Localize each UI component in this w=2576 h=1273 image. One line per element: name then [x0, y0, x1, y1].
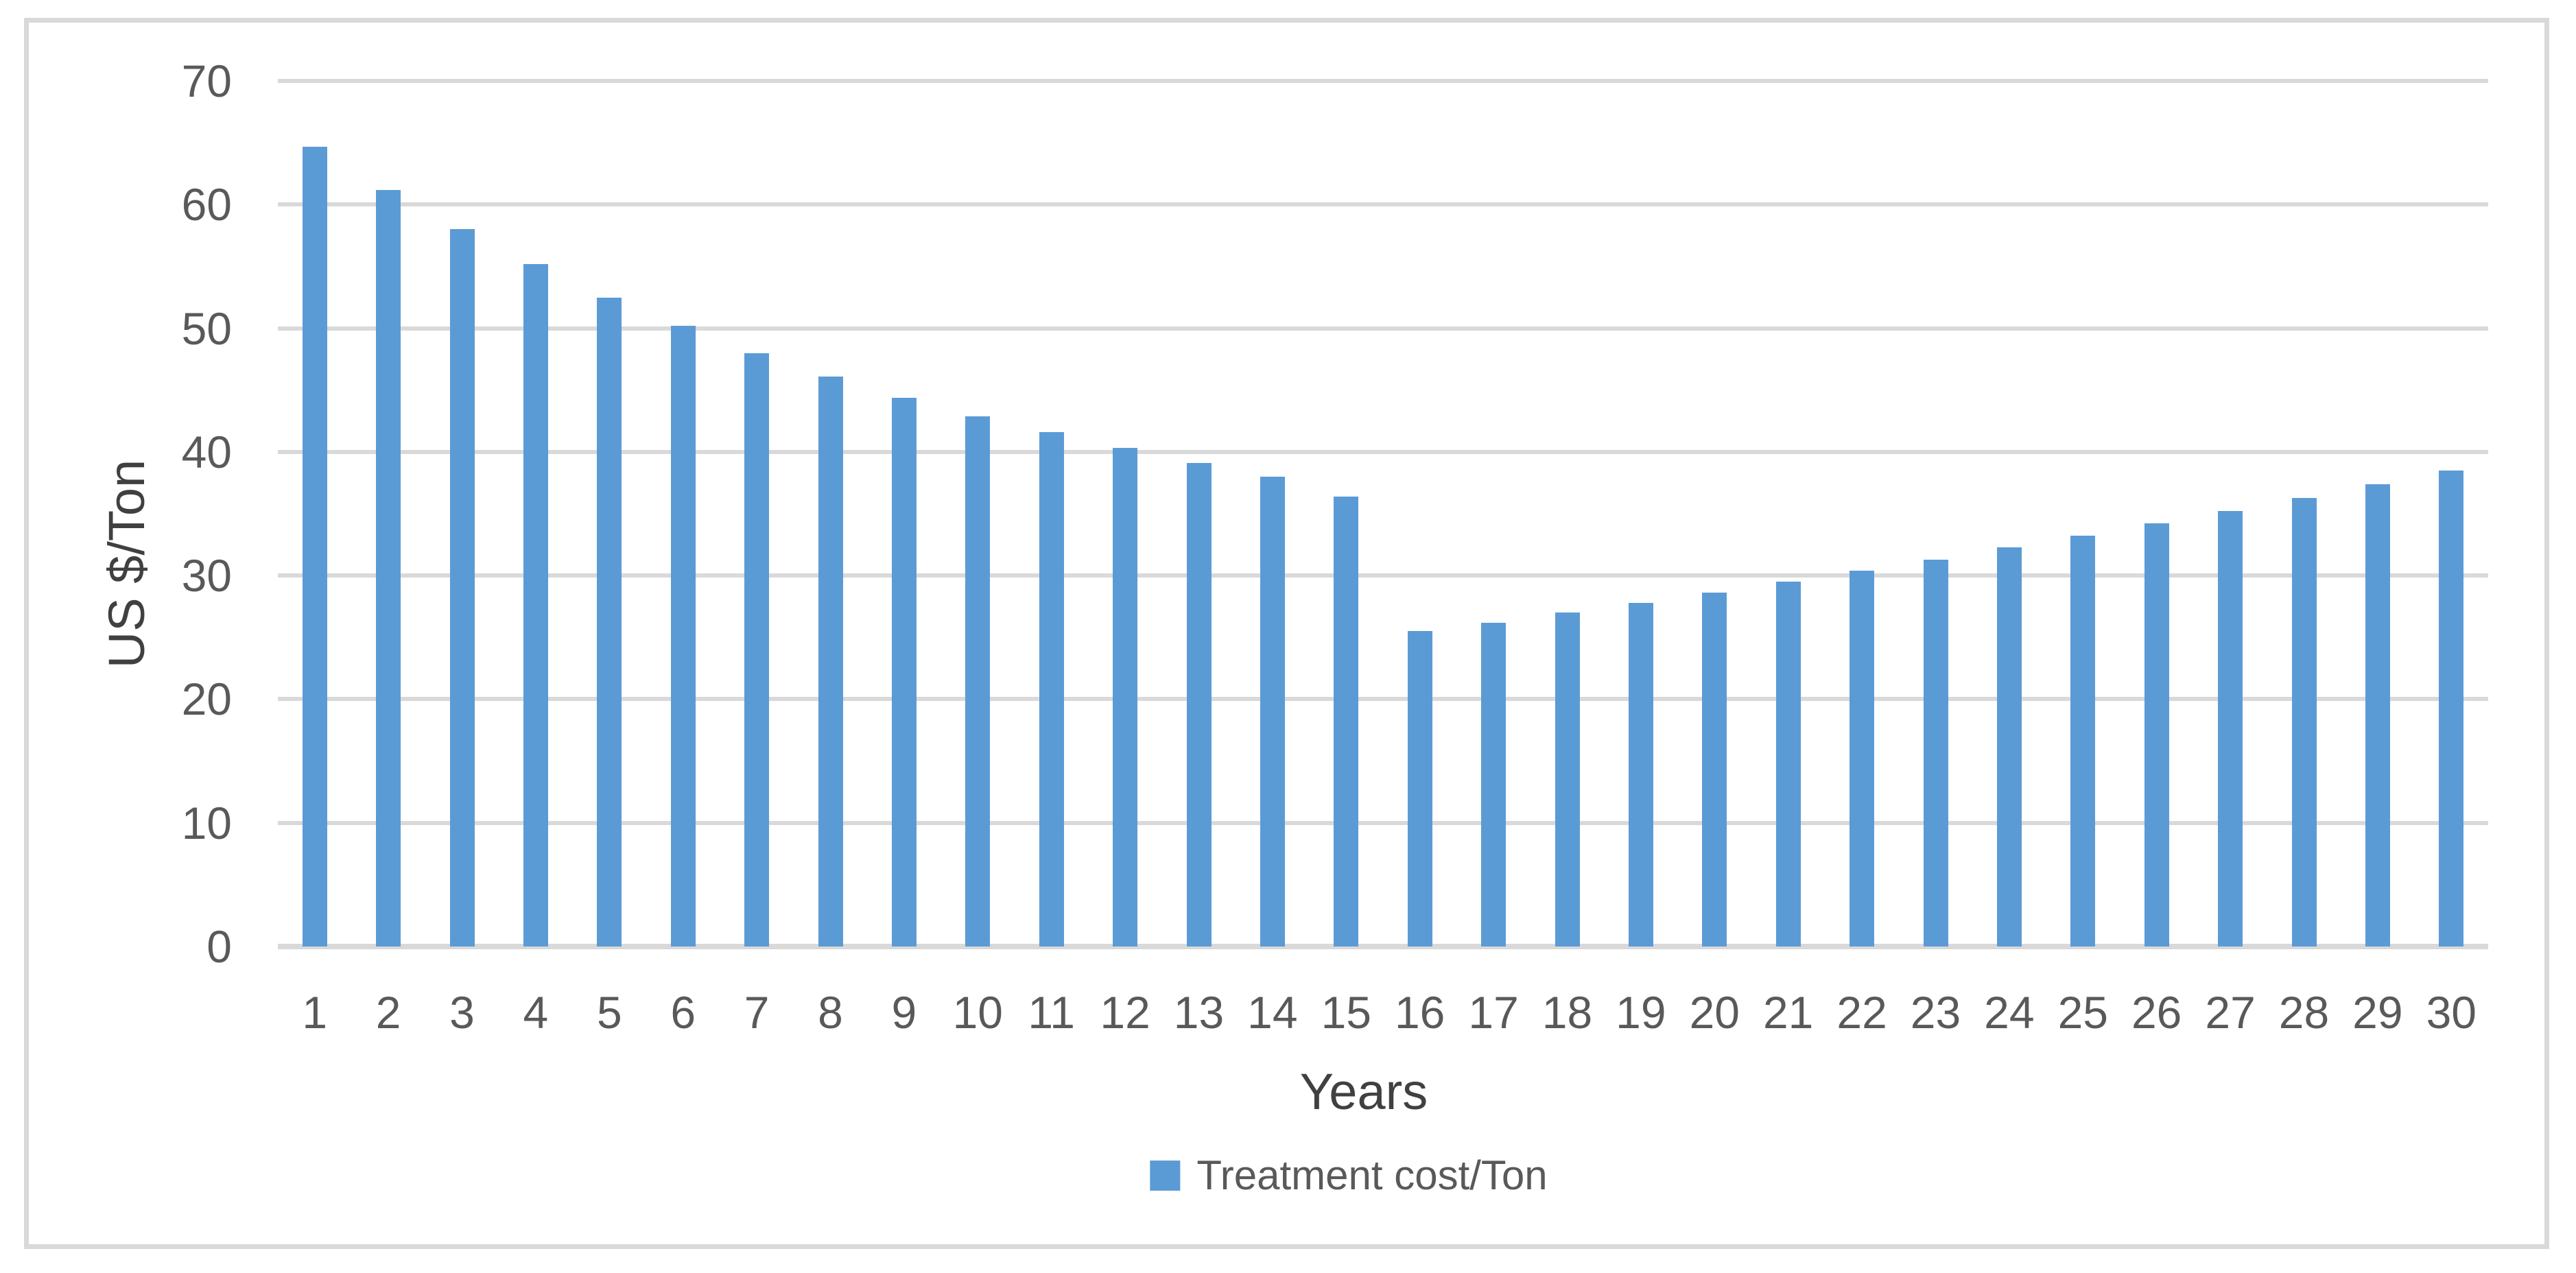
x-tick-label: 23	[1910, 987, 1961, 1038]
x-axis-line	[278, 944, 2488, 949]
y-tick-label: 20	[181, 674, 232, 725]
bar-year-21	[1775, 582, 1801, 947]
x-tick-label: 26	[2131, 987, 2182, 1038]
bar-year-9	[891, 397, 917, 947]
bar-year-29	[2365, 484, 2390, 947]
bar-year-19	[1628, 602, 1653, 947]
chart-frame	[24, 18, 2549, 1249]
y-tick-label: 60	[181, 179, 232, 230]
bar-year-18	[1555, 612, 1580, 947]
x-tick-label: 11	[1028, 987, 1075, 1038]
gridline	[278, 326, 2488, 331]
legend-label: Treatment cost/Ton	[1196, 1152, 1548, 1198]
x-tick-label: 17	[1468, 987, 1519, 1038]
x-tick-label: 9	[891, 987, 917, 1038]
bar-year-30	[2439, 470, 2464, 947]
gridline	[278, 820, 2488, 825]
bar-year-1	[302, 146, 327, 947]
gridline	[278, 697, 2488, 702]
x-tick-label: 25	[2057, 987, 2109, 1038]
bar-year-6	[670, 325, 696, 947]
x-tick-label: 20	[1689, 987, 1740, 1038]
bar-year-14	[1260, 476, 1285, 947]
x-tick-label: 30	[2426, 987, 2477, 1038]
gridline	[278, 449, 2488, 454]
x-tick-label: 14	[1247, 987, 1298, 1038]
x-tick-label: 5	[596, 987, 622, 1038]
x-tick-label: 1	[302, 987, 328, 1038]
x-tick-label: 8	[818, 987, 843, 1038]
x-tick-label: 4	[523, 987, 549, 1038]
x-tick-label: 28	[2278, 987, 2330, 1038]
y-tick-label: 70	[181, 56, 232, 106]
bar-year-8	[818, 376, 843, 947]
legend-swatch-icon	[1150, 1161, 1181, 1191]
x-tick-label: 13	[1173, 987, 1225, 1038]
bar-year-17	[1481, 622, 1506, 947]
bar-year-15	[1334, 496, 1359, 947]
x-tick-label: 2	[375, 987, 401, 1038]
bar-year-24	[1996, 547, 2022, 947]
bar-year-28	[2291, 497, 2317, 947]
x-tick-label: 3	[449, 987, 475, 1038]
gridline	[278, 202, 2488, 207]
x-tick-label: 29	[2352, 987, 2403, 1038]
x-tick-label: 6	[670, 987, 696, 1038]
x-tick-label: 27	[2205, 987, 2256, 1038]
gridline	[278, 79, 2488, 83]
y-tick-label: 30	[181, 550, 232, 602]
x-axis-title: Years	[1299, 1063, 1428, 1120]
x-tick-label: 10	[952, 987, 1004, 1038]
bar-year-3	[449, 229, 475, 947]
y-tick-label: 40	[181, 426, 232, 477]
bar-year-7	[744, 353, 770, 947]
x-tick-label: 21	[1762, 987, 1814, 1038]
bar-year-5	[597, 297, 622, 947]
x-tick-label: 16	[1394, 987, 1445, 1038]
y-tick-label: 0	[206, 921, 232, 972]
bar-year-12	[1113, 448, 1138, 947]
bar-year-22	[1850, 570, 1875, 947]
bar-year-11	[1039, 432, 1064, 947]
bar-year-10	[965, 416, 991, 947]
gridline	[278, 573, 2488, 578]
x-tick-label: 15	[1321, 987, 1372, 1038]
bar-year-27	[2218, 511, 2243, 947]
x-tick-label: 22	[1836, 987, 1887, 1038]
bar-year-26	[2144, 523, 2169, 947]
x-tick-label: 24	[1984, 987, 2035, 1038]
x-tick-label: 18	[1541, 987, 1593, 1038]
x-tick-label: 7	[744, 987, 770, 1038]
bar-year-25	[2070, 536, 2096, 947]
y-tick-label: 50	[181, 302, 232, 354]
bar-year-13	[1186, 463, 1212, 947]
x-tick-label: 19	[1616, 987, 1666, 1038]
bar-year-23	[1923, 559, 1948, 947]
y-axis-title: US $/Ton	[98, 459, 155, 669]
bar-year-2	[376, 189, 401, 947]
x-tick-label: 12	[1100, 987, 1150, 1038]
bar-year-16	[1407, 631, 1432, 947]
y-tick-label: 10	[181, 797, 232, 848]
bar-year-20	[1702, 593, 1727, 947]
bar-year-4	[523, 263, 548, 947]
legend: Treatment cost/Ton	[1150, 1152, 1548, 1198]
